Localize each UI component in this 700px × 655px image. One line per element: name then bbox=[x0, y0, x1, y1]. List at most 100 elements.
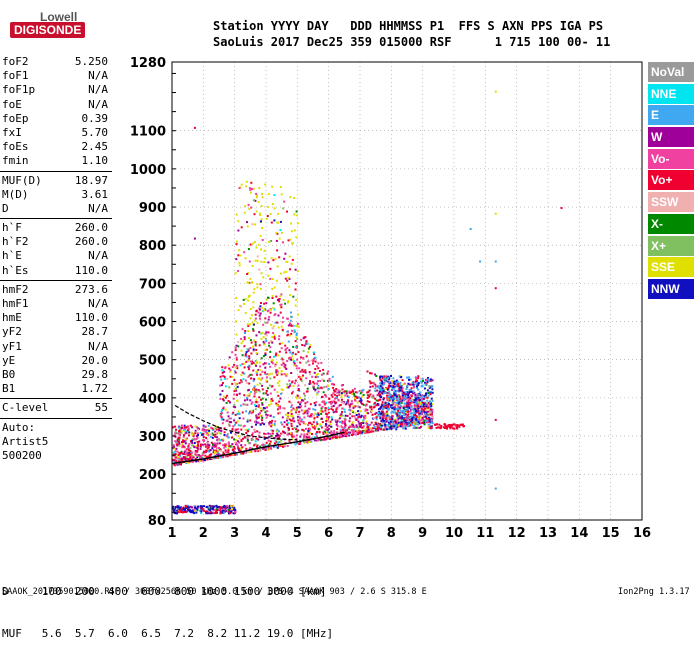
echo-point bbox=[269, 277, 272, 280]
echo-point bbox=[230, 510, 233, 513]
echo-point bbox=[236, 400, 239, 403]
echo-point bbox=[223, 453, 225, 455]
echo-point bbox=[317, 367, 320, 370]
echo-point bbox=[375, 423, 378, 425]
echo-point bbox=[315, 424, 317, 427]
echo-point bbox=[415, 383, 418, 386]
echo-point bbox=[351, 402, 354, 405]
echo-point bbox=[223, 375, 226, 378]
echo-point bbox=[271, 424, 273, 426]
echo-point bbox=[299, 397, 301, 400]
echo-point bbox=[242, 403, 245, 406]
echo-point bbox=[214, 452, 217, 455]
echo-point bbox=[326, 413, 328, 416]
echo-point bbox=[414, 412, 417, 415]
echo-point bbox=[267, 331, 270, 334]
echo-point bbox=[218, 506, 221, 508]
echo-point bbox=[221, 511, 224, 514]
x-tick-label: 1 bbox=[167, 526, 176, 541]
echo-point bbox=[313, 418, 316, 421]
echo-point bbox=[259, 305, 262, 308]
echo-point bbox=[256, 322, 259, 325]
echo-point bbox=[256, 286, 259, 289]
echo-point bbox=[289, 323, 292, 326]
echo-point bbox=[287, 333, 290, 336]
echo-point bbox=[427, 392, 430, 395]
echo-point bbox=[198, 440, 201, 443]
echo-point bbox=[245, 351, 248, 354]
echo-point bbox=[415, 410, 417, 413]
echo-point bbox=[407, 396, 410, 399]
echo-point bbox=[365, 409, 368, 412]
echo-point bbox=[224, 506, 227, 509]
echo-point bbox=[304, 410, 307, 413]
echo-point bbox=[296, 358, 299, 361]
echo-point bbox=[400, 417, 403, 420]
echo-point bbox=[356, 429, 359, 432]
echo-point bbox=[256, 361, 258, 364]
echo-point bbox=[425, 405, 428, 408]
echo-point bbox=[422, 408, 425, 411]
echo-point bbox=[333, 390, 336, 393]
echo-point bbox=[247, 248, 250, 251]
echo-point bbox=[291, 355, 294, 358]
echo-point bbox=[316, 387, 319, 390]
echo-point bbox=[283, 365, 286, 368]
echo-point bbox=[383, 377, 386, 380]
echo-point bbox=[181, 441, 183, 443]
echo-point bbox=[239, 449, 242, 452]
echo-point bbox=[397, 418, 400, 421]
echo-point bbox=[271, 399, 274, 402]
echo-point bbox=[395, 407, 398, 410]
echo-point bbox=[386, 394, 389, 397]
echo-point bbox=[172, 446, 175, 449]
echo-point bbox=[256, 283, 259, 286]
echo-point bbox=[276, 370, 279, 373]
echo-point bbox=[291, 352, 294, 355]
echo-point bbox=[223, 434, 226, 436]
echo-point bbox=[224, 443, 227, 446]
echo-point bbox=[269, 346, 272, 349]
echo-point bbox=[359, 431, 362, 434]
echo-point bbox=[399, 397, 402, 400]
echo-point bbox=[300, 409, 303, 412]
echo-point bbox=[191, 454, 194, 457]
echo-point bbox=[235, 356, 238, 359]
echo-point bbox=[295, 214, 298, 217]
echo-point bbox=[407, 421, 410, 424]
echo-point bbox=[262, 443, 265, 446]
echo-point bbox=[211, 427, 214, 430]
echo-point bbox=[260, 302, 262, 304]
echo-point bbox=[383, 392, 385, 395]
echo-point bbox=[346, 395, 349, 398]
echo-point bbox=[307, 360, 310, 363]
echo-point bbox=[394, 385, 397, 388]
echo-point bbox=[247, 366, 250, 368]
echo-point bbox=[262, 363, 265, 366]
echo-point bbox=[385, 410, 388, 413]
echo-point bbox=[278, 367, 281, 369]
echo-point bbox=[304, 394, 306, 397]
echo-point bbox=[340, 413, 343, 416]
echo-point bbox=[449, 427, 452, 430]
echo-point bbox=[303, 433, 306, 436]
echo-point bbox=[374, 373, 377, 376]
x-tick-label: 7 bbox=[355, 526, 364, 541]
echo-point bbox=[401, 387, 404, 390]
param-name: M(D) bbox=[2, 187, 29, 201]
echo-point bbox=[390, 375, 392, 377]
echo-point bbox=[302, 429, 305, 432]
echo-point bbox=[275, 434, 277, 437]
echo-point bbox=[259, 308, 261, 311]
echo-point bbox=[288, 418, 291, 421]
echo-point bbox=[247, 296, 250, 298]
echo-point bbox=[329, 437, 331, 440]
echo-point bbox=[407, 410, 409, 413]
echo-point bbox=[307, 415, 310, 418]
echo-point bbox=[294, 268, 297, 271]
echo-point bbox=[375, 418, 378, 421]
legend-item: Vo+ bbox=[648, 170, 694, 191]
sparse-echo-point bbox=[494, 212, 497, 215]
echo-point bbox=[197, 443, 200, 446]
echo-point bbox=[270, 403, 273, 406]
